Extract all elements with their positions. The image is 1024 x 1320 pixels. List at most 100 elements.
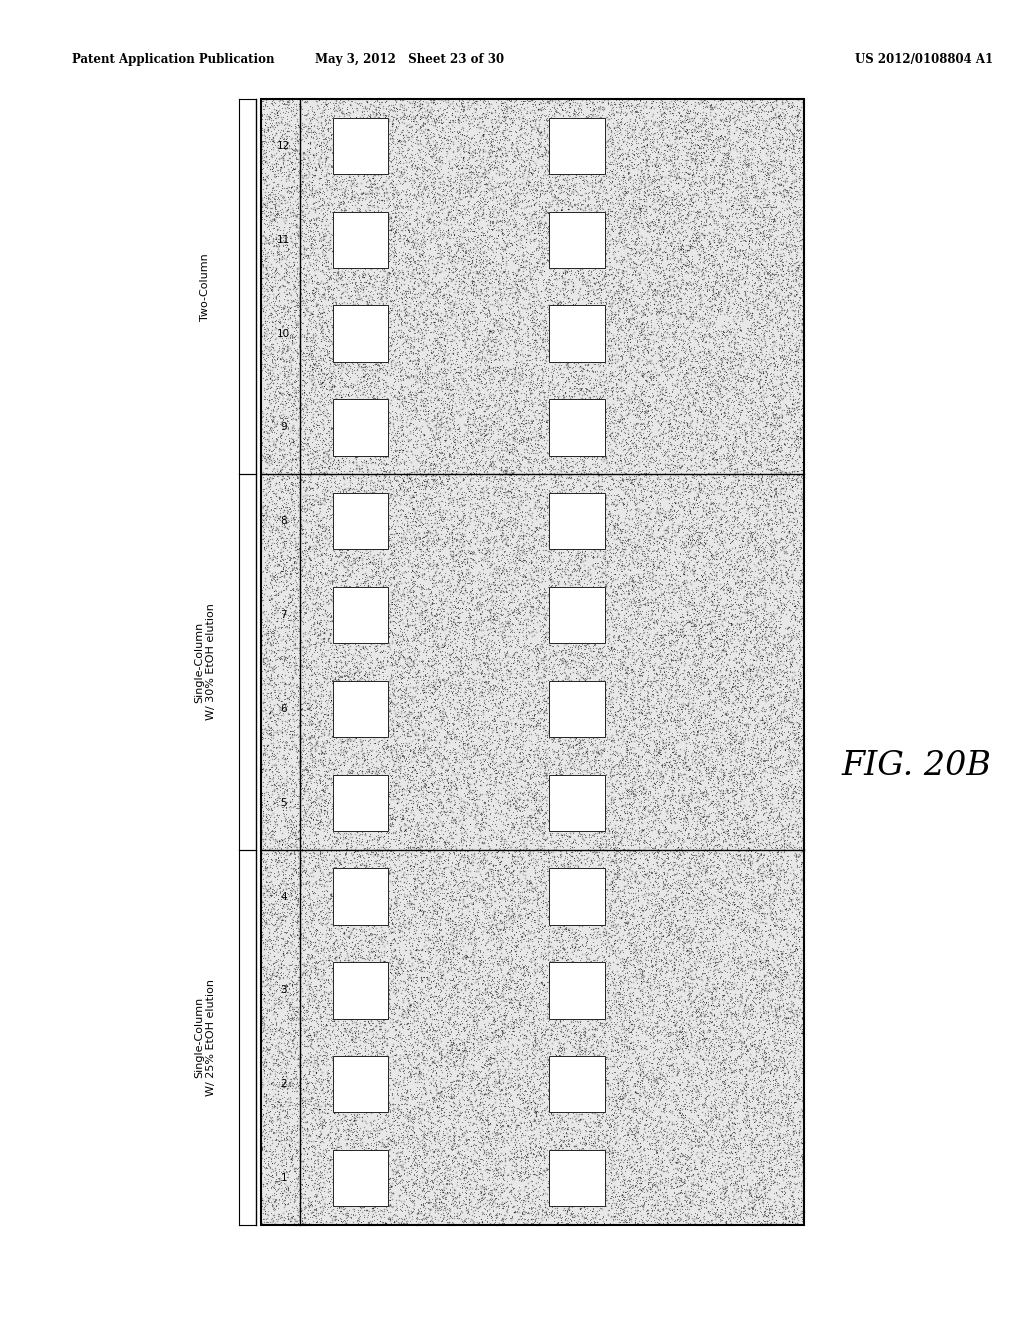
Point	[338, 655, 354, 676]
Point	[419, 119, 435, 140]
Point	[758, 1101, 774, 1122]
Point	[499, 487, 515, 508]
Point	[370, 300, 386, 321]
Point	[667, 158, 683, 180]
Point	[471, 858, 487, 879]
Point	[356, 599, 373, 620]
Point	[421, 500, 437, 521]
Point	[705, 331, 721, 352]
Point	[721, 664, 737, 685]
Point	[327, 917, 343, 939]
Point	[777, 618, 794, 639]
Point	[460, 533, 476, 554]
Point	[547, 925, 563, 946]
Point	[701, 890, 718, 911]
Point	[412, 532, 428, 553]
Point	[729, 565, 745, 586]
Point	[305, 372, 322, 393]
Point	[319, 902, 336, 923]
Point	[761, 828, 777, 849]
Point	[349, 1200, 366, 1221]
Point	[736, 487, 753, 508]
Point	[745, 763, 762, 784]
Point	[457, 174, 473, 195]
Point	[617, 1002, 634, 1023]
Point	[264, 1164, 281, 1185]
Point	[399, 784, 416, 805]
Point	[651, 510, 668, 531]
Point	[699, 529, 716, 550]
Point	[793, 570, 809, 591]
Point	[589, 1007, 605, 1028]
Point	[759, 903, 775, 924]
Point	[469, 847, 485, 869]
Point	[744, 454, 761, 475]
Point	[590, 190, 606, 211]
Point	[708, 272, 724, 293]
Point	[628, 1130, 644, 1151]
Point	[437, 940, 454, 961]
Point	[512, 178, 528, 199]
Point	[651, 384, 668, 405]
Point	[440, 139, 457, 160]
Point	[668, 719, 684, 741]
Point	[568, 709, 585, 730]
Point	[369, 1085, 385, 1106]
Point	[308, 417, 325, 438]
Point	[263, 739, 280, 760]
Point	[600, 124, 616, 145]
Point	[304, 850, 321, 871]
Point	[617, 1052, 634, 1073]
Point	[725, 564, 741, 585]
Point	[347, 1133, 364, 1154]
Point	[487, 717, 504, 738]
Point	[307, 273, 324, 294]
Point	[721, 998, 737, 1019]
Point	[331, 1127, 347, 1148]
Point	[285, 473, 301, 494]
Point	[740, 816, 757, 837]
Point	[488, 939, 505, 960]
Point	[374, 475, 390, 496]
Point	[344, 696, 360, 717]
Point	[531, 213, 548, 234]
Point	[721, 239, 737, 260]
Point	[388, 193, 404, 214]
Point	[642, 502, 658, 523]
Point	[708, 727, 724, 748]
Point	[604, 444, 621, 465]
Point	[288, 198, 304, 219]
Point	[265, 1089, 282, 1110]
Point	[434, 797, 451, 818]
Point	[788, 95, 805, 116]
Point	[739, 814, 756, 836]
Point	[449, 529, 465, 550]
Point	[298, 207, 314, 228]
Point	[737, 822, 754, 843]
Point	[472, 1061, 488, 1082]
Point	[417, 638, 433, 659]
Point	[551, 784, 567, 805]
Point	[338, 838, 354, 859]
Point	[763, 242, 779, 263]
Point	[566, 409, 583, 430]
Point	[368, 556, 384, 577]
Point	[362, 622, 379, 643]
Point	[471, 569, 487, 590]
Point	[630, 879, 646, 900]
Point	[783, 1129, 800, 1150]
Point	[501, 429, 517, 450]
Point	[652, 1118, 669, 1139]
Point	[460, 714, 476, 735]
Point	[381, 1098, 397, 1119]
Point	[608, 867, 625, 888]
Point	[332, 552, 348, 573]
Point	[632, 1133, 648, 1154]
Point	[791, 744, 807, 766]
Point	[622, 508, 638, 529]
Point	[682, 189, 698, 210]
Point	[315, 685, 332, 706]
Point	[547, 1173, 563, 1195]
Point	[680, 1187, 696, 1208]
Point	[630, 1030, 646, 1051]
